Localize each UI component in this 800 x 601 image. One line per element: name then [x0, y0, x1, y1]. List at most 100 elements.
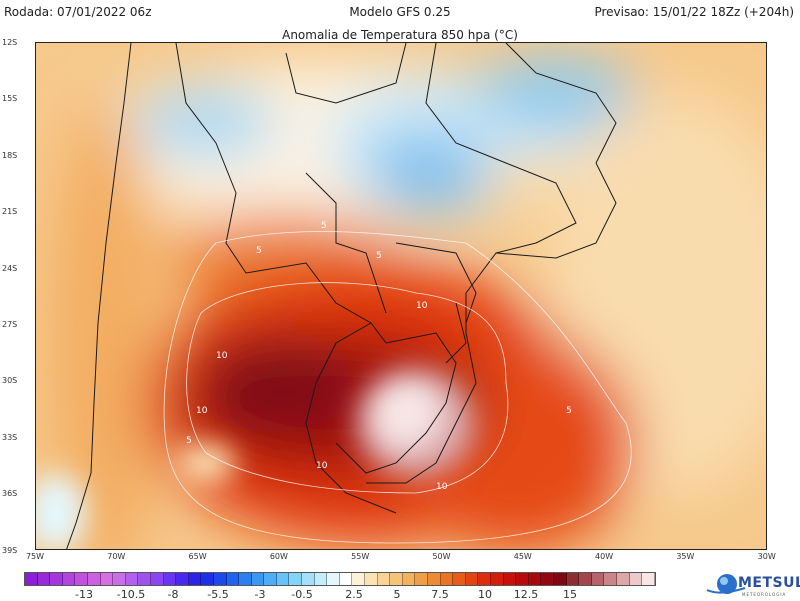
- colorbar-swatch: [642, 573, 655, 585]
- colorbar-swatch: [87, 573, 101, 585]
- colorbar-swatch: [50, 573, 63, 585]
- colorbar-tick-label: 2.5: [345, 588, 363, 601]
- contour-label: 10: [216, 351, 228, 361]
- country-borders: [66, 43, 617, 549]
- colorbar-swatch: [289, 573, 303, 585]
- lat-label: 39S: [2, 545, 18, 555]
- colorbar-swatch: [264, 573, 277, 585]
- colorbar-swatch: [176, 573, 189, 585]
- contour-label: 10: [196, 406, 208, 416]
- colorbar: [24, 572, 656, 586]
- colorbar-swatch: [239, 573, 252, 585]
- colorbar-swatch: [302, 573, 315, 585]
- contour-label: 5: [321, 221, 327, 231]
- logo-name: METSUL: [738, 575, 800, 591]
- colorbar-swatch: [428, 573, 441, 585]
- lon-label: 30W: [757, 552, 776, 561]
- colorbar-swatch: [553, 573, 567, 585]
- colorbar-swatch: [213, 573, 227, 585]
- colorbar-swatch: [113, 573, 126, 585]
- colorbar-swatch: [465, 573, 479, 585]
- colorbar-swatch: [251, 573, 265, 585]
- run-time: Rodada: 07/01/2022 06z: [4, 5, 152, 19]
- colorbar-tick-label: -10.5: [116, 588, 146, 601]
- lon-label: 35W: [676, 552, 695, 561]
- lon-label: 40W: [595, 552, 614, 561]
- lon-label: 65W: [188, 552, 207, 561]
- colorbar-swatch: [604, 573, 617, 585]
- lat-label: 15S: [2, 94, 18, 104]
- forecast-time: Previsao: 15/01/22 18Zz (+204h): [594, 5, 794, 19]
- colorbar-swatch: [440, 573, 454, 585]
- contour-label: 10: [316, 461, 328, 471]
- colorbar-swatch: [453, 573, 466, 585]
- colorbar-tick-label: 7.5: [431, 588, 449, 601]
- map-canvas: 5 5 10 10 10 10 5 10 5 5: [36, 43, 766, 549]
- contour-label: 5: [376, 251, 382, 261]
- metsul-logo-globe-icon: [706, 574, 746, 594]
- colorbar-tick-label: 10: [478, 588, 492, 601]
- colorbar-swatch: [402, 573, 416, 585]
- temperature-anomaly-map[interactable]: 5 5 10 10 10 10 5 10 5 5: [35, 42, 767, 550]
- colorbar-swatch: [314, 573, 328, 585]
- colorbar-swatch: [478, 573, 491, 585]
- colorbar-swatch: [138, 573, 151, 585]
- lat-label: 21S: [2, 207, 18, 217]
- lat-label: 33S: [2, 432, 18, 442]
- colorbar-swatch: [579, 573, 592, 585]
- contour-label: 5: [256, 246, 262, 256]
- colorbar-swatch: [541, 573, 554, 585]
- colorbar-swatch: [188, 573, 202, 585]
- colorbar-swatch: [390, 573, 403, 585]
- colorbar-swatch: [75, 573, 88, 585]
- lat-label: 27S: [2, 320, 18, 329]
- anomaly-contours: [163, 231, 632, 544]
- contour-label: 10: [436, 482, 448, 492]
- model-name: Modelo GFS 0.25: [349, 5, 451, 19]
- colorbar-tick-label: 5: [393, 588, 401, 601]
- colorbar-tick-label: -8: [167, 588, 179, 601]
- colorbar-swatch: [528, 573, 542, 585]
- colorbar-swatch: [616, 573, 630, 585]
- colorbar-tick-label: -5.5: [207, 588, 229, 601]
- colorbar-tick-label: 15: [563, 588, 577, 601]
- contour-label: 5: [186, 436, 192, 446]
- colorbar-tick-label: -0.5: [291, 588, 313, 601]
- colorbar-tick-label: -3: [254, 588, 266, 601]
- logo-subtitle: METEOROLOGIA: [742, 592, 787, 597]
- colorbar-swatch: [201, 573, 214, 585]
- lat-label: 30S: [2, 376, 18, 386]
- colorbar-swatch: [490, 573, 504, 585]
- colorbar-swatch: [37, 573, 51, 585]
- colorbar-swatch: [516, 573, 529, 585]
- colorbar-swatch: [100, 573, 114, 585]
- map-title: Anomalia de Temperatura 850 hpa (°C): [282, 28, 518, 42]
- colorbar-swatch: [377, 573, 391, 585]
- lon-label: 70W: [107, 552, 126, 561]
- lat-label: 12S: [2, 38, 18, 47]
- lon-label: 60W: [269, 552, 288, 561]
- colorbar-tick-label: 12.5: [513, 588, 539, 601]
- colorbar-swatch: [352, 573, 366, 585]
- colorbar-swatch: [226, 573, 240, 585]
- lon-label: 50W: [432, 552, 451, 561]
- colorbar-swatch: [276, 573, 290, 585]
- colorbar-swatch: [163, 573, 177, 585]
- colorbar-swatch: [339, 573, 353, 585]
- colorbar-swatch: [125, 573, 139, 585]
- colorbar-tick-label: -13: [75, 588, 93, 601]
- lat-label: 18S: [2, 150, 18, 160]
- colorbar-swatch: [62, 573, 76, 585]
- colorbar-swatch: [629, 573, 643, 585]
- lat-label: 24S: [2, 263, 18, 273]
- colorbar-swatch: [503, 573, 517, 585]
- contour-label: 10: [416, 301, 428, 311]
- colorbar-swatch: [365, 573, 378, 585]
- colorbar-swatch: [25, 573, 38, 585]
- lat-label: 36S: [2, 489, 18, 499]
- lon-label: 55W: [351, 552, 370, 561]
- colorbar-swatch: [566, 573, 580, 585]
- lon-label: 75W: [25, 552, 45, 561]
- colorbar-swatch: [150, 573, 164, 585]
- colorbar-swatch: [327, 573, 340, 585]
